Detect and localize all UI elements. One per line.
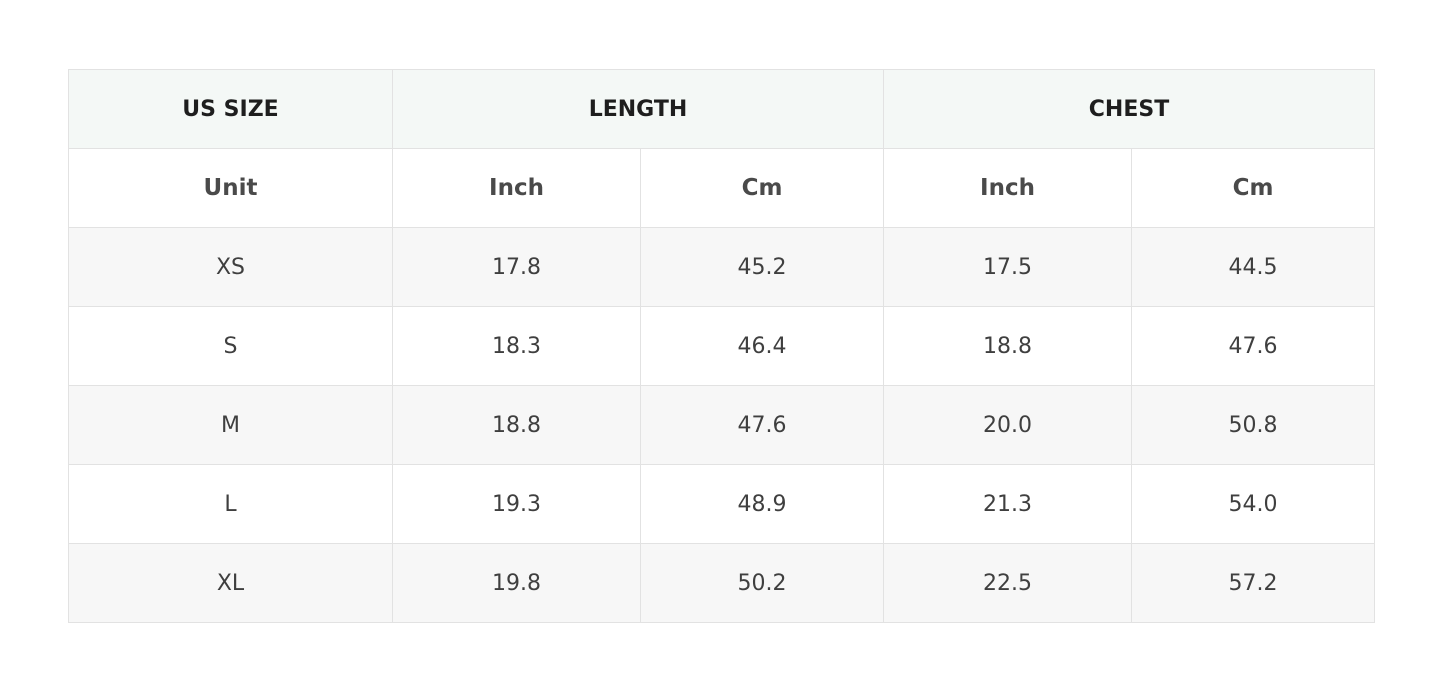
unit-row: Unit Inch Cm Inch Cm <box>68 148 1375 228</box>
cell-chest-inch: 22.5 <box>883 543 1132 623</box>
unit-length-inch: Inch <box>392 148 641 228</box>
cell-length-cm: 45.2 <box>640 227 884 307</box>
unit-length-cm: Cm <box>640 148 884 228</box>
cell-size: L <box>68 464 393 544</box>
cell-length-cm: 47.6 <box>640 385 884 465</box>
cell-length-cm: 50.2 <box>640 543 884 623</box>
cell-length-inch: 18.8 <box>392 385 641 465</box>
table-row: S 18.3 46.4 18.8 47.6 <box>68 306 1375 386</box>
unit-chest-cm: Cm <box>1131 148 1375 228</box>
cell-chest-cm: 57.2 <box>1131 543 1375 623</box>
unit-chest-inch: Inch <box>883 148 1132 228</box>
header-us-size: US SIZE <box>68 69 393 149</box>
cell-size: XS <box>68 227 393 307</box>
size-chart-table: US SIZE LENGTH CHEST Unit Inch Cm Inch C… <box>68 69 1375 623</box>
cell-length-inch: 19.3 <box>392 464 641 544</box>
cell-chest-cm: 44.5 <box>1131 227 1375 307</box>
cell-length-cm: 48.9 <box>640 464 884 544</box>
unit-label: Unit <box>68 148 393 228</box>
table-row: XS 17.8 45.2 17.5 44.5 <box>68 227 1375 307</box>
cell-chest-cm: 47.6 <box>1131 306 1375 386</box>
header-length: LENGTH <box>392 69 884 149</box>
cell-length-cm: 46.4 <box>640 306 884 386</box>
table-row: XL 19.8 50.2 22.5 57.2 <box>68 543 1375 623</box>
cell-size: M <box>68 385 393 465</box>
cell-length-inch: 17.8 <box>392 227 641 307</box>
cell-size: XL <box>68 543 393 623</box>
table-row: L 19.3 48.9 21.3 54.0 <box>68 464 1375 544</box>
cell-chest-cm: 54.0 <box>1131 464 1375 544</box>
table-row: M 18.8 47.6 20.0 50.8 <box>68 385 1375 465</box>
cell-length-inch: 18.3 <box>392 306 641 386</box>
cell-chest-inch: 17.5 <box>883 227 1132 307</box>
cell-size: S <box>68 306 393 386</box>
header-chest: CHEST <box>883 69 1375 149</box>
header-row: US SIZE LENGTH CHEST <box>68 69 1375 149</box>
cell-length-inch: 19.8 <box>392 543 641 623</box>
cell-chest-cm: 50.8 <box>1131 385 1375 465</box>
cell-chest-inch: 18.8 <box>883 306 1132 386</box>
cell-chest-inch: 20.0 <box>883 385 1132 465</box>
cell-chest-inch: 21.3 <box>883 464 1132 544</box>
